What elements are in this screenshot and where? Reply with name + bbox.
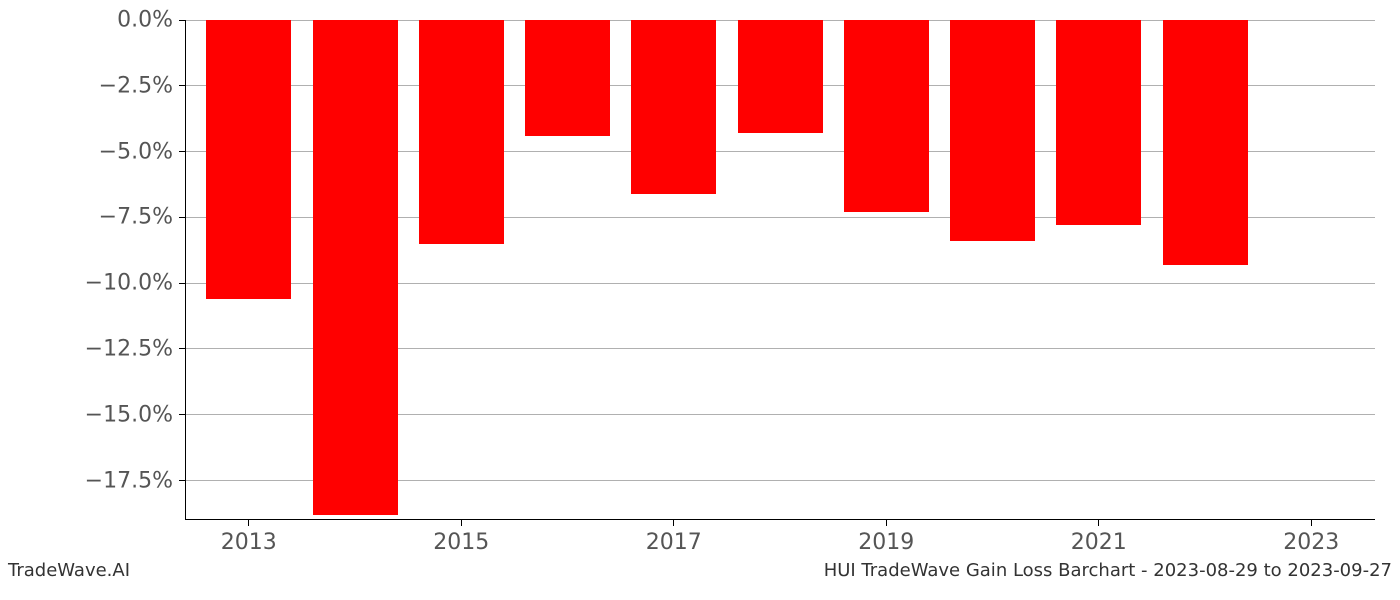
x-tick-label: 2023: [1283, 530, 1339, 555]
bar: [844, 20, 929, 212]
bar: [631, 20, 716, 194]
x-tick-mark: [248, 520, 249, 526]
bar: [419, 20, 504, 244]
y-tick-label: 0.0%: [117, 8, 173, 33]
bar: [1163, 20, 1248, 265]
y-tick-label: −10.0%: [85, 271, 173, 296]
plot-area: −17.5%−15.0%−12.5%−10.0%−7.5%−5.0%−2.5%0…: [185, 20, 1375, 520]
bar: [950, 20, 1035, 241]
x-tick-label: 2013: [221, 530, 277, 555]
x-tick-mark: [1098, 520, 1099, 526]
x-tick-label: 2019: [858, 530, 914, 555]
figure: −17.5% −15.0% −12.5% −10.0% −7.5% −5.0% −2.5% 0…: [0, 0, 1400, 600]
bar: [206, 20, 291, 299]
x-tick-mark: [886, 520, 887, 526]
spine-bottom: [185, 519, 1375, 520]
footer-right-text: HUI TradeWave Gain Loss Barchart - 2023-…: [824, 560, 1392, 581]
y-tick-label: −12.5%: [85, 336, 173, 361]
y-tick-label: −7.5%: [99, 205, 173, 230]
x-tick-label: 2021: [1071, 530, 1127, 555]
x-tick-mark: [461, 520, 462, 526]
footer-left-text: TradeWave.AI: [8, 560, 130, 581]
y-tick-label: −17.5%: [85, 468, 173, 493]
y-tick-label: −15.0%: [85, 402, 173, 427]
x-tick-label: 2015: [433, 530, 489, 555]
spine-left: [185, 20, 186, 520]
y-tick-label: −5.0%: [99, 139, 173, 164]
y-tick-label: −2.5%: [99, 73, 173, 98]
bar: [313, 20, 398, 515]
x-tick-label: 2017: [646, 530, 702, 555]
bar: [738, 20, 823, 133]
bar: [525, 20, 610, 136]
x-tick-mark: [1311, 520, 1312, 526]
bar: [1056, 20, 1141, 225]
x-tick-mark: [673, 520, 674, 526]
